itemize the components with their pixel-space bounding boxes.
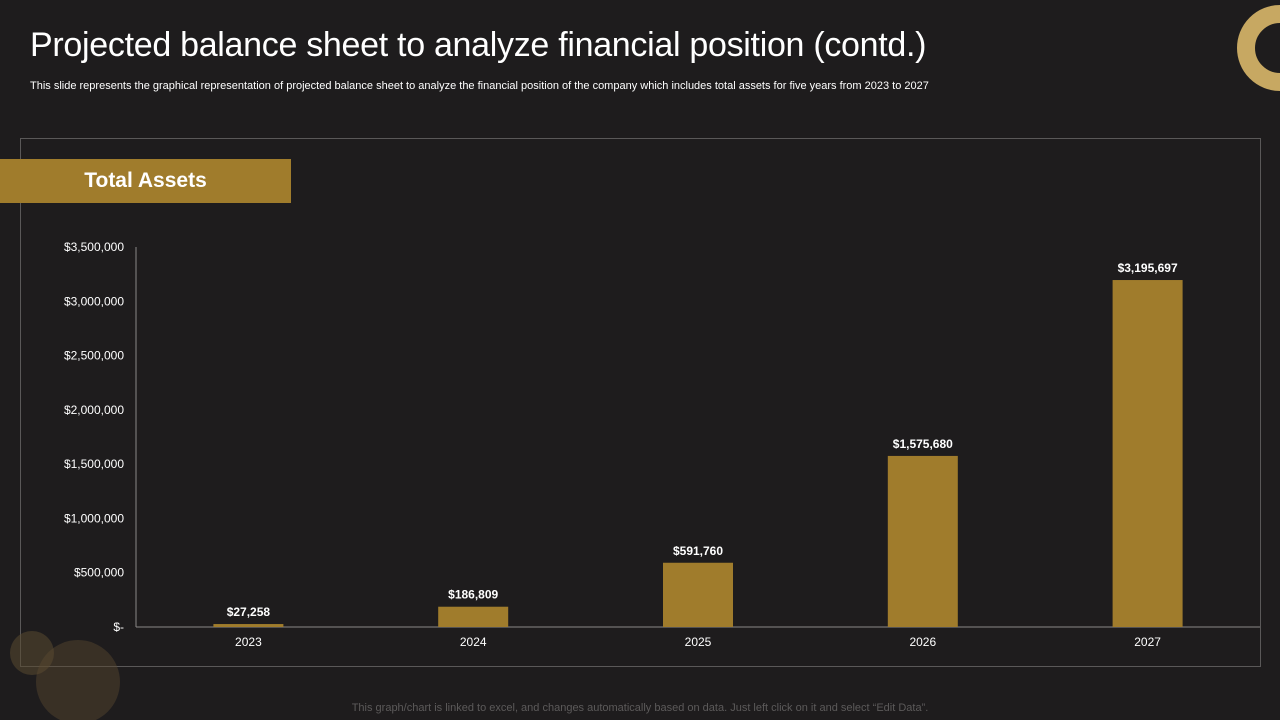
data-label-2024: $186,809: [448, 588, 498, 602]
x-tick-label-2027: 2027: [1134, 635, 1161, 649]
bar-2025: [663, 562, 733, 627]
gold-ring-decoration: [1237, 5, 1280, 91]
data-label-2026: $1,575,680: [893, 437, 953, 451]
x-tick-label-2023: 2023: [235, 635, 262, 649]
x-tick-label-2025: 2025: [685, 635, 712, 649]
section-banner: Total Assets: [0, 159, 291, 203]
y-tick-label: $1,000,000: [64, 511, 124, 525]
bar-2026: [887, 455, 958, 627]
x-tick-label-2024: 2024: [460, 635, 487, 649]
y-tick-label: $3,000,000: [64, 294, 124, 308]
y-tick-label: $2,000,000: [64, 403, 124, 417]
page-subtitle: This slide represents the graphical repr…: [30, 80, 929, 92]
y-tick-label: $3,500,000: [64, 240, 124, 254]
footer-note: This graph/chart is linked to excel, and…: [351, 702, 929, 714]
y-tick-label: $2,500,000: [64, 349, 124, 363]
bar-2024: [438, 606, 509, 627]
y-tick-label: $1,500,000: [64, 457, 124, 471]
x-tick-label-2026: 2026: [909, 635, 936, 649]
data-label-2025: $591,760: [673, 544, 723, 558]
data-label-2027: $3,195,697: [1118, 261, 1178, 275]
bar-2023: [213, 624, 284, 627]
y-tick-label: $-: [113, 620, 124, 634]
y-tick-label: $500,000: [74, 566, 124, 580]
bar-2027: [1112, 280, 1183, 627]
chart-frame: [20, 138, 1261, 667]
data-label-2023: $27,258: [227, 605, 271, 619]
page-title: Projected balance sheet to analyze finan…: [30, 26, 927, 64]
